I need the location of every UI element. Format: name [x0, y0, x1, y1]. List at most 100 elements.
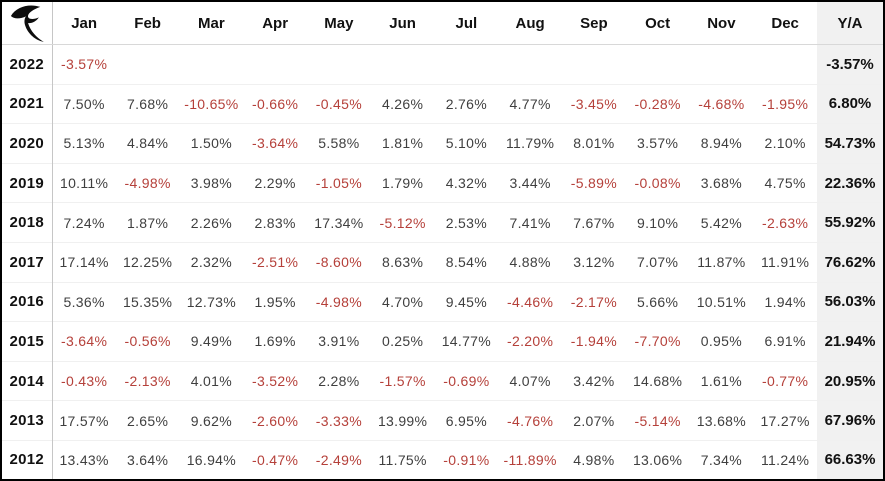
return-cell-2021-jun: 4.26% — [370, 83, 435, 124]
return-cell-2022-feb — [116, 45, 180, 85]
return-cell-2017-mar: 2.32% — [179, 241, 244, 283]
return-cell-2019-mar: 3.98% — [179, 162, 244, 203]
return-cell-2016-aug: -4.46% — [498, 281, 562, 322]
return-cell-2021-apr: -0.66% — [243, 83, 307, 124]
return-cell-2017-jul: 8.54% — [434, 241, 499, 283]
return-cell-2012-may: -2.49% — [307, 439, 371, 479]
return-cell-2013-nov: 13.68% — [689, 400, 754, 441]
return-cell-2018-mar: 2.26% — [179, 202, 244, 243]
table-row-2015: 2015 -3.64% -0.56% 9.49% 1.69% 3.91% 0.25% 14.7… — [2, 321, 883, 362]
return-cell-2018-jul: 2.53% — [434, 202, 499, 243]
return-cell-2022-apr — [243, 45, 307, 85]
return-cell-2021-sep: -3.45% — [562, 83, 626, 124]
ya-cell-2012: 66.63% — [817, 439, 883, 479]
ya-cell-2017: 76.62% — [817, 241, 883, 283]
return-cell-2015-may: 3.91% — [307, 321, 371, 362]
return-cell-2018-apr: 2.83% — [243, 202, 307, 243]
return-cell-2014-mar: 4.01% — [179, 360, 244, 401]
return-cell-2019-aug: 3.44% — [498, 162, 562, 203]
month-header-feb: Feb — [115, 2, 180, 45]
return-cell-2020-jun: 1.81% — [370, 123, 435, 164]
ya-cell-2014: 20.95% — [817, 360, 883, 401]
ya-cell-2021: 6.80% — [817, 83, 883, 124]
return-cell-2022-mar — [180, 45, 244, 85]
return-cell-2020-dec: 2.10% — [753, 123, 817, 164]
return-cell-2020-apr: -3.64% — [243, 123, 307, 164]
return-cell-2018-feb: 1.87% — [115, 202, 180, 243]
return-cell-2021-nov: -4.68% — [689, 83, 754, 124]
return-cell-2016-jul: 9.45% — [434, 281, 499, 322]
return-cell-2012-nov: 7.34% — [689, 439, 754, 479]
table-row-2019: 2019 10.11% -4.98% 3.98% 2.29% -1.05% 1.79% 4.3… — [2, 162, 883, 203]
ya-cell-2020: 54.73% — [817, 123, 883, 164]
return-cell-2014-may: 2.28% — [307, 360, 371, 401]
month-header-mar: Mar — [179, 2, 244, 45]
return-cell-2022-jul — [435, 45, 499, 85]
year-label-2017: 2017 — [2, 241, 53, 283]
return-cell-2019-feb: -4.98% — [115, 162, 180, 203]
month-header-jan: Jan — [52, 2, 116, 45]
return-cell-2018-nov: 5.42% — [689, 202, 754, 243]
return-cell-2022-aug — [498, 45, 562, 85]
return-cell-2020-may: 5.58% — [307, 123, 371, 164]
year-label-2021: 2021 — [2, 83, 53, 124]
month-header-jun: Jun — [370, 2, 435, 45]
return-cell-2016-oct: 5.66% — [625, 281, 690, 322]
month-header-sep: Sep — [562, 2, 626, 45]
return-cell-2022-sep — [562, 45, 626, 85]
return-cell-2020-nov: 8.94% — [689, 123, 754, 164]
return-cell-2016-nov: 10.51% — [689, 281, 754, 322]
return-cell-2016-may: -4.98% — [307, 281, 371, 322]
return-cell-2018-aug: 7.41% — [498, 202, 562, 243]
return-cell-2014-nov: 1.61% — [689, 360, 754, 401]
year-label-2022: 2022 — [2, 44, 53, 85]
return-cell-2017-aug: 4.88% — [498, 241, 562, 283]
return-cell-2022-dec — [753, 45, 817, 85]
return-cell-2015-apr: 1.69% — [243, 321, 307, 362]
return-cell-2015-aug: -2.20% — [498, 321, 562, 362]
table-row-2013: 2013 17.57% 2.65% 9.62% -2.60% -3.33% 13.99% 6.… — [2, 400, 883, 441]
return-cell-2021-jan: 7.50% — [52, 83, 116, 124]
table-row-2022: 2022 -3.57% -3.57% — [2, 44, 883, 85]
month-header-nov: Nov — [689, 2, 754, 45]
return-cell-2014-sep: 3.42% — [562, 360, 626, 401]
return-cell-2019-dec: 4.75% — [753, 162, 817, 203]
return-cell-2020-jul: 5.10% — [434, 123, 499, 164]
return-cell-2015-oct: -7.70% — [625, 321, 690, 362]
return-cell-2012-dec: 11.24% — [753, 439, 817, 479]
ya-cell-2015: 21.94% — [817, 321, 883, 362]
return-cell-2014-feb: -2.13% — [115, 360, 180, 401]
return-cell-2012-jan: 13.43% — [52, 439, 116, 479]
return-cell-2022-oct — [626, 45, 690, 85]
month-header-jul: Jul — [434, 2, 499, 45]
return-cell-2014-apr: -3.52% — [243, 360, 307, 401]
return-cell-2017-feb: 12.25% — [115, 241, 180, 283]
return-cell-2017-nov: 11.87% — [689, 241, 754, 283]
month-header-apr: Apr — [243, 2, 307, 45]
return-cell-2012-jun: 11.75% — [370, 439, 435, 479]
ya-cell-2022: -3.57% — [817, 44, 883, 85]
return-cell-2019-nov: 3.68% — [689, 162, 754, 203]
return-cell-2014-jul: -0.69% — [434, 360, 499, 401]
return-cell-2021-aug: 4.77% — [498, 83, 562, 124]
return-cell-2014-oct: 14.68% — [625, 360, 690, 401]
return-cell-2013-aug: -4.76% — [498, 400, 562, 441]
year-label-2015: 2015 — [2, 321, 53, 362]
return-cell-2022-may — [307, 45, 371, 85]
ya-cell-2019: 22.36% — [817, 162, 883, 203]
return-cell-2020-aug: 11.79% — [498, 123, 562, 164]
return-cell-2022-nov — [690, 45, 754, 85]
return-cell-2019-oct: -0.08% — [625, 162, 690, 203]
return-cell-2015-nov: 0.95% — [689, 321, 754, 362]
table-row-2014: 2014 -0.43% -2.13% 4.01% -3.52% 2.28% -1.57% -0… — [2, 360, 883, 401]
month-header-dec: Dec — [753, 2, 817, 45]
table-row-2018: 2018 7.24% 1.87% 2.26% 2.83% 17.34% -5.12% 2.53… — [2, 202, 883, 243]
return-cell-2013-dec: 17.27% — [753, 400, 817, 441]
return-cell-2012-aug: -11.89% — [498, 439, 562, 479]
table-row-2016: 2016 5.36% 15.35% 12.73% 1.95% -4.98% 4.70% 9.4… — [2, 281, 883, 322]
return-cell-2015-dec: 6.91% — [753, 321, 817, 362]
return-cell-2015-sep: -1.94% — [562, 321, 626, 362]
return-cell-2017-apr: -2.51% — [243, 241, 307, 283]
return-cell-2014-aug: 4.07% — [498, 360, 562, 401]
